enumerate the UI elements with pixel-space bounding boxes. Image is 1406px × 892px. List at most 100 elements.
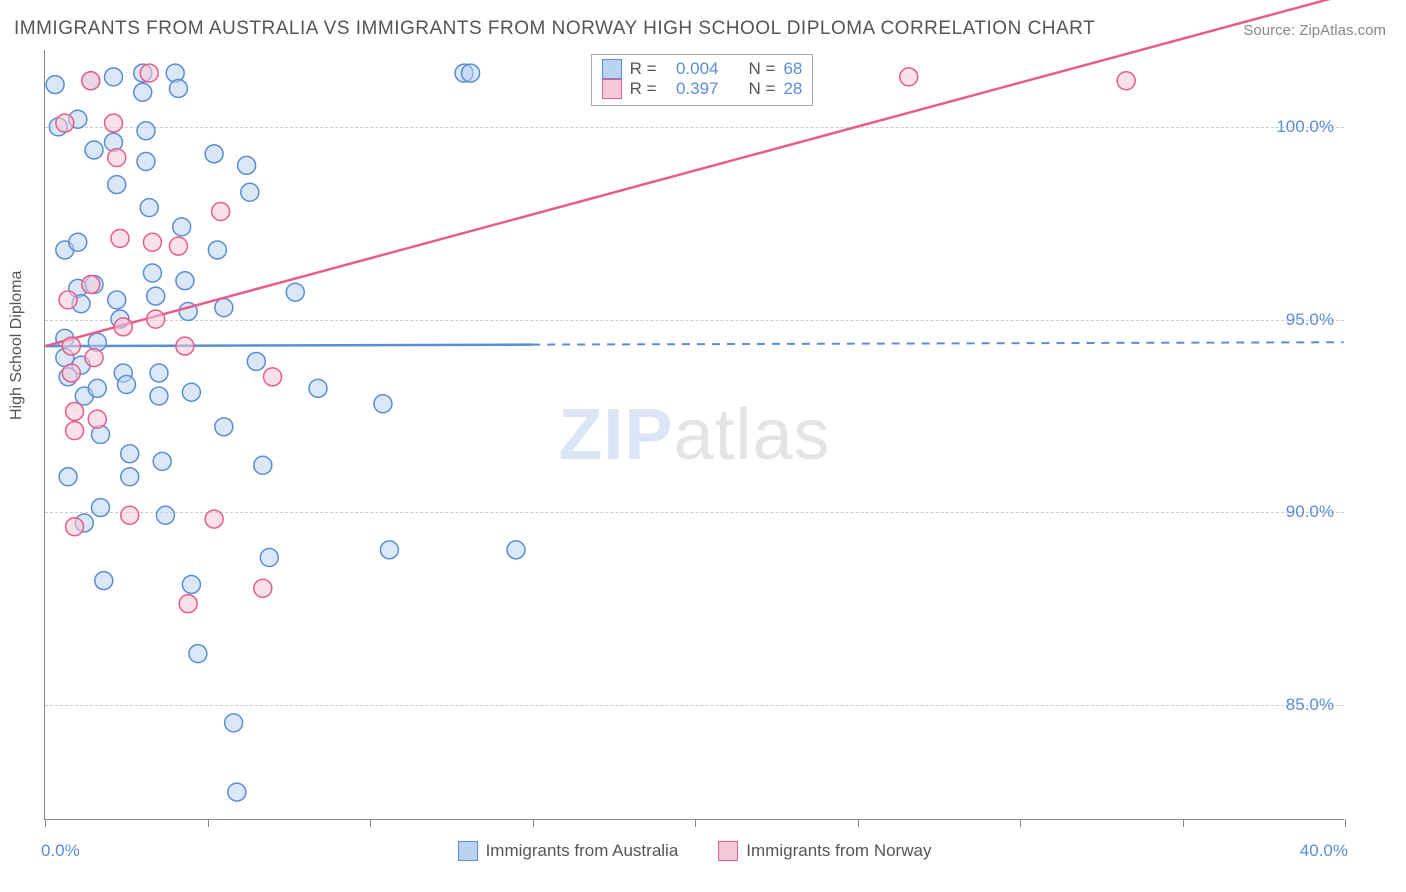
data-point — [105, 114, 123, 132]
legend-label: Immigrants from Australia — [486, 841, 679, 861]
x-tick — [370, 819, 371, 827]
x-axis-min-label: 0.0% — [41, 841, 80, 861]
data-point — [380, 541, 398, 559]
trend-line-dashed — [532, 342, 1343, 344]
legend-swatch — [602, 59, 622, 79]
data-point — [46, 76, 64, 94]
data-point — [205, 145, 223, 163]
data-point — [208, 241, 226, 259]
data-point — [69, 233, 87, 251]
data-point — [111, 229, 129, 247]
data-point — [309, 379, 327, 397]
stats-legend: R =0.004N =68R =0.397N =28 — [591, 54, 814, 106]
data-point — [205, 510, 223, 528]
x-tick — [1345, 819, 1346, 827]
data-point — [189, 645, 207, 663]
data-point — [92, 499, 110, 517]
data-point — [59, 291, 77, 309]
stat-n-label: N = — [749, 79, 776, 99]
x-tick — [1183, 819, 1184, 827]
legend-swatch — [458, 841, 478, 861]
data-point — [176, 337, 194, 355]
stat-r-value: 0.397 — [665, 79, 719, 99]
data-point — [88, 379, 106, 397]
data-point — [374, 395, 392, 413]
data-point — [241, 183, 259, 201]
data-point — [137, 122, 155, 140]
data-point — [137, 153, 155, 171]
data-point — [62, 364, 80, 382]
data-point — [59, 468, 77, 486]
y-axis-label: High School Diploma — [8, 271, 26, 420]
trend-line-solid — [45, 345, 532, 346]
data-point — [88, 410, 106, 428]
data-point — [173, 218, 191, 236]
data-point — [66, 402, 84, 420]
data-point — [228, 783, 246, 801]
data-point — [254, 456, 272, 474]
data-point — [85, 349, 103, 367]
stat-n-value: 68 — [783, 59, 802, 79]
data-point — [215, 299, 233, 317]
data-point — [150, 364, 168, 382]
data-point — [260, 549, 278, 567]
data-point — [140, 64, 158, 82]
data-point — [105, 68, 123, 86]
data-point — [153, 452, 171, 470]
data-point — [108, 149, 126, 167]
data-point — [147, 310, 165, 328]
data-point — [118, 376, 136, 394]
data-point — [121, 506, 139, 524]
bottom-legend: Immigrants from Australia Immigrants from… — [458, 841, 932, 861]
data-point — [182, 383, 200, 401]
legend-swatch — [718, 841, 738, 861]
x-tick — [208, 819, 209, 827]
stat-r-label: R = — [630, 59, 657, 79]
data-point — [215, 418, 233, 436]
data-point — [212, 203, 230, 221]
x-tick — [533, 819, 534, 827]
chart-title: IMMIGRANTS FROM AUSTRALIA VS IMMIGRANTS … — [14, 18, 1095, 40]
stat-r-label: R = — [630, 79, 657, 99]
plot-area: ZIPatlas R =0.004N =68R =0.397N =28 Immi… — [44, 50, 1344, 820]
x-tick — [695, 819, 696, 827]
x-tick — [858, 819, 859, 827]
data-point — [121, 445, 139, 463]
data-point — [108, 176, 126, 194]
data-point — [507, 541, 525, 559]
stat-n-label: N = — [749, 59, 776, 79]
data-point — [900, 68, 918, 86]
source-prefix: Source: — [1243, 22, 1299, 39]
data-point — [150, 387, 168, 405]
data-point — [114, 318, 132, 336]
stats-legend-row: R = 0.004 N = 68 — [602, 59, 803, 79]
source-attribution: Source: ZipAtlas.com — [1243, 22, 1386, 39]
data-point — [462, 64, 480, 82]
legend-label: Immigrants from Norway — [746, 841, 931, 861]
trend-line-solid — [45, 0, 1343, 346]
legend-item: Immigrants from Norway — [718, 841, 931, 861]
data-point — [179, 595, 197, 613]
data-point — [143, 233, 161, 251]
data-point — [1117, 72, 1135, 90]
legend-swatch — [602, 79, 622, 99]
data-point — [225, 714, 243, 732]
data-point — [169, 79, 187, 97]
data-point — [82, 72, 100, 90]
x-tick — [45, 819, 46, 827]
data-point — [264, 368, 282, 386]
data-point — [62, 337, 80, 355]
data-point — [147, 287, 165, 305]
stats-legend-row: R =0.397N =28 — [602, 79, 803, 99]
data-point — [238, 156, 256, 174]
data-point — [140, 199, 158, 217]
x-axis-max-label: 40.0% — [1300, 841, 1348, 861]
data-point — [56, 114, 74, 132]
data-point — [254, 579, 272, 597]
stat-r-value: 0.004 — [665, 59, 719, 79]
data-point — [156, 506, 174, 524]
data-point — [176, 272, 194, 290]
data-point — [182, 575, 200, 593]
chart-svg — [45, 50, 1344, 819]
data-point — [66, 422, 84, 440]
